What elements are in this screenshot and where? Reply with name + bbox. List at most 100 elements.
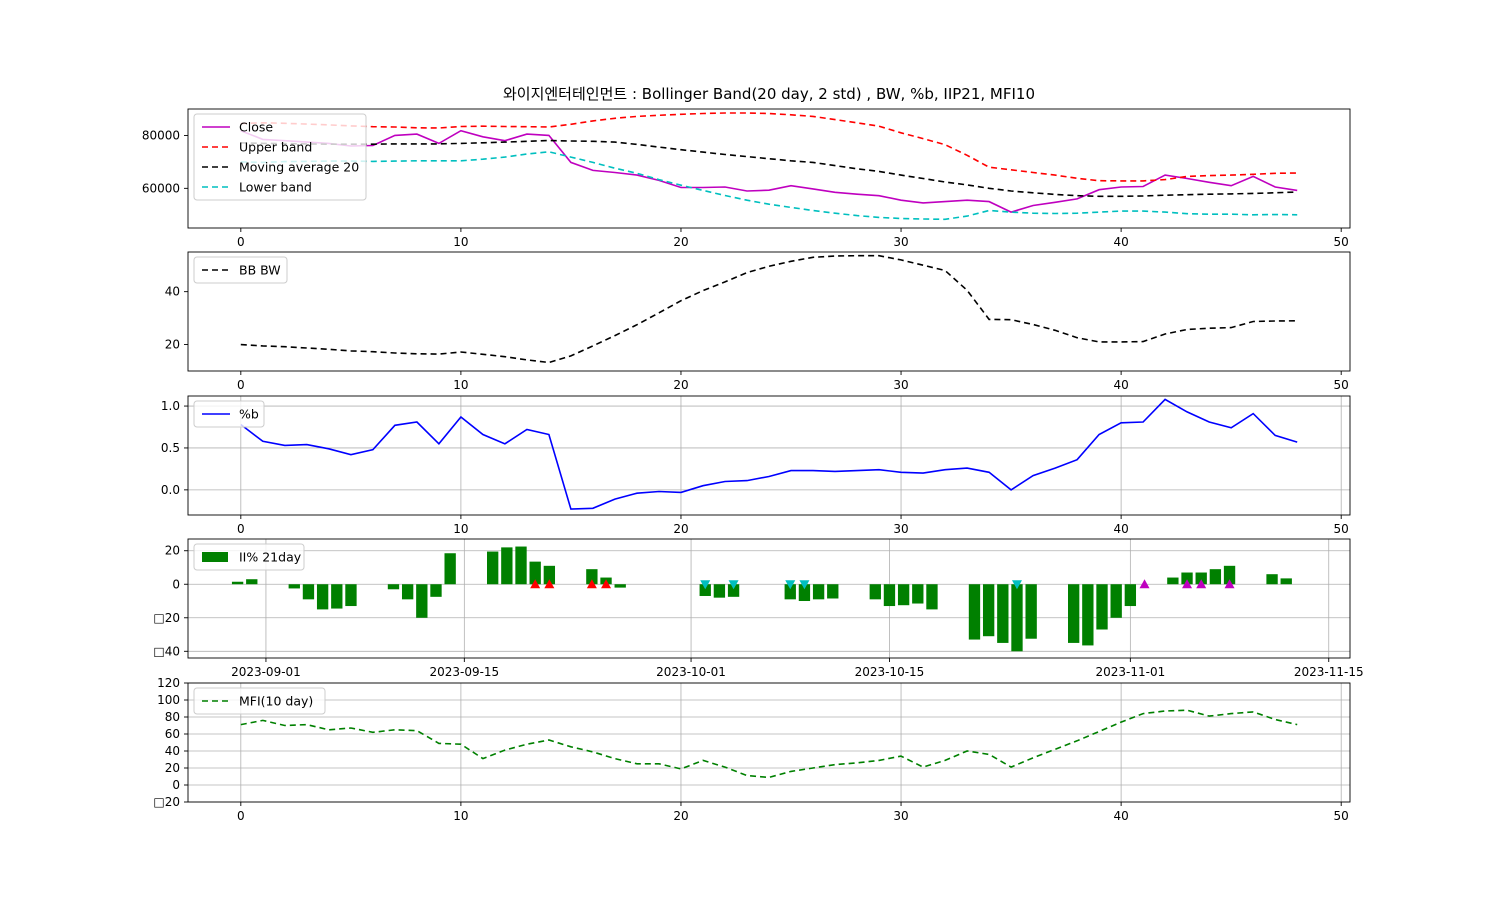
panel-4: 2023-09-01 2023-09-15 2023-10-01 2023-10-15… bbox=[153, 538, 1364, 679]
y-tick-label: 100 bbox=[157, 693, 180, 707]
bar bbox=[1266, 574, 1278, 585]
y-tick-label: □20 bbox=[153, 611, 180, 625]
legend-label: BB BW bbox=[239, 263, 281, 278]
legend-label: %b bbox=[239, 407, 259, 422]
y-tick-label: 0.0 bbox=[161, 483, 180, 497]
y-tick-label: 20 bbox=[165, 338, 180, 352]
legend-box bbox=[193, 256, 288, 284]
signal-marker bbox=[1182, 579, 1193, 589]
bar bbox=[1110, 584, 1122, 618]
bar bbox=[997, 584, 1009, 643]
y-tick-label: 120 bbox=[157, 676, 180, 690]
x-tick-label: 50 bbox=[1334, 522, 1349, 536]
y-tick-label: 0.5 bbox=[161, 441, 180, 455]
signal-marker bbox=[799, 580, 810, 590]
series-line-0 bbox=[240, 709, 1298, 779]
signal-marker bbox=[1224, 579, 1235, 589]
bar bbox=[699, 584, 711, 596]
x-tick-label: 20 bbox=[673, 378, 688, 392]
legend-label: Close bbox=[239, 120, 273, 135]
legend-box bbox=[193, 687, 326, 715]
signal-marker bbox=[1196, 579, 1207, 589]
x-tick-label: 40 bbox=[1113, 809, 1128, 823]
x-tick-label: 50 bbox=[1334, 809, 1349, 823]
panel-5: 0 10 20 30 40 50 □20 0 20 40 60 80 100 120 MFI(10 day) bbox=[153, 676, 1351, 823]
legend: MFI(10 day) bbox=[193, 687, 326, 715]
y-tick-label: 60 bbox=[165, 727, 180, 741]
series-line-3 bbox=[240, 150, 1298, 221]
x-tick-label: 40 bbox=[1113, 235, 1128, 249]
bar bbox=[1082, 584, 1094, 646]
x-tick-label: 2023-09-15 bbox=[429, 665, 499, 679]
bar bbox=[1209, 569, 1222, 585]
bar bbox=[331, 584, 343, 609]
axes-frame bbox=[187, 108, 1351, 229]
bar bbox=[387, 584, 400, 590]
bar bbox=[1167, 577, 1179, 585]
legend: Close Upper band Moving average 20 Lower ba… bbox=[193, 113, 367, 201]
x-tick-label: 50 bbox=[1334, 378, 1349, 392]
bar bbox=[883, 584, 896, 607]
bar bbox=[1280, 578, 1292, 585]
x-tick-label: 2023-11-01 bbox=[1095, 665, 1165, 679]
bar bbox=[401, 584, 414, 600]
axes-frame bbox=[187, 395, 1351, 516]
x-tick-label: 2023-09-01 bbox=[231, 665, 301, 679]
signal-marker bbox=[1139, 579, 1150, 589]
legend-label: Moving average 20 bbox=[239, 160, 359, 175]
y-tick-label: 80 bbox=[165, 710, 180, 724]
bar bbox=[430, 584, 442, 597]
x-tick-label: 30 bbox=[893, 522, 908, 536]
legend: BB BW bbox=[193, 256, 288, 284]
signal-marker bbox=[728, 580, 739, 590]
legend-label: II% 21day bbox=[239, 550, 302, 565]
x-tick-label: 20 bbox=[673, 809, 688, 823]
x-tick-label: 10 bbox=[453, 522, 468, 536]
x-tick-label: 2023-10-15 bbox=[855, 665, 925, 679]
y-tick-label: 80000 bbox=[142, 128, 180, 142]
bar bbox=[1025, 584, 1037, 639]
bar bbox=[501, 547, 513, 585]
y-tick-label: 20 bbox=[165, 544, 180, 558]
chart-title: 와이지엔터테인먼트 : Bollinger Band(20 day, 2 std… bbox=[503, 85, 1035, 103]
signal-marker bbox=[586, 579, 597, 589]
y-tick-label: 20 bbox=[165, 761, 180, 775]
x-tick-label: 20 bbox=[673, 235, 688, 249]
bar bbox=[246, 579, 258, 585]
panel-3: 0 10 20 30 40 50 0.0 0.5 1.0 %b bbox=[161, 395, 1351, 536]
signal-marker bbox=[785, 580, 796, 590]
bar bbox=[713, 584, 726, 598]
panel-2: 0 10 20 30 40 50 20 40 BB BW bbox=[165, 251, 1351, 392]
panel-1: 0 10 20 30 40 50 60000 80000 Close Upper band Movi… bbox=[142, 108, 1351, 249]
bar bbox=[529, 561, 541, 585]
signal-marker bbox=[544, 579, 555, 589]
x-tick-label: 0 bbox=[237, 809, 245, 823]
legend: II% 21day bbox=[193, 543, 305, 571]
bar bbox=[1124, 584, 1137, 607]
x-tick-label: 0 bbox=[237, 522, 245, 536]
bar bbox=[316, 584, 329, 610]
bar bbox=[515, 546, 527, 585]
bar bbox=[614, 584, 626, 588]
bar bbox=[345, 584, 357, 607]
legend-swatch bbox=[202, 552, 228, 562]
bar bbox=[487, 551, 499, 585]
signal-marker bbox=[530, 579, 541, 589]
x-tick-label: 30 bbox=[893, 235, 908, 249]
x-tick-label: 10 bbox=[453, 235, 468, 249]
axes-frame bbox=[187, 682, 1351, 803]
bar bbox=[827, 584, 839, 599]
bar bbox=[897, 584, 910, 606]
x-tick-label: 2023-10-01 bbox=[656, 665, 726, 679]
y-tick-label: 1.0 bbox=[161, 399, 180, 413]
bar bbox=[1195, 572, 1207, 585]
bar bbox=[926, 584, 938, 610]
series-line-0 bbox=[240, 398, 1298, 510]
x-tick-label: 0 bbox=[237, 235, 245, 249]
axes-frame bbox=[187, 538, 1351, 659]
bar bbox=[1181, 572, 1193, 585]
x-tick-label: 50 bbox=[1334, 235, 1349, 249]
x-tick-label: 30 bbox=[893, 809, 908, 823]
bar bbox=[869, 584, 881, 600]
